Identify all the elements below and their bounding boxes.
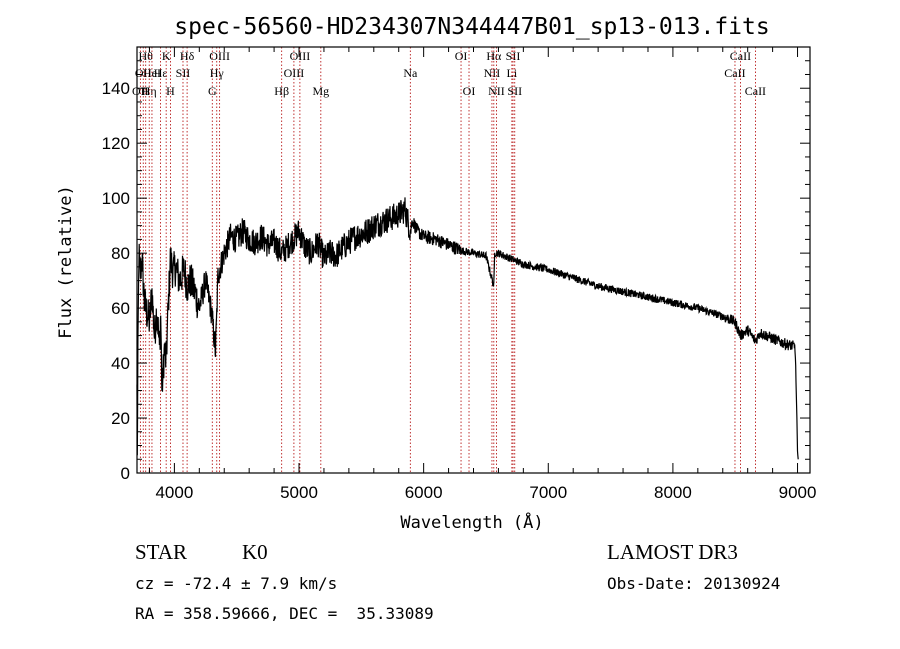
marker-label: Li xyxy=(507,66,518,80)
object-subclass: K0 xyxy=(242,540,268,564)
marker-label: OII xyxy=(135,66,152,80)
plot-frame xyxy=(136,46,811,474)
marker-label: Hγ xyxy=(210,66,225,80)
x-axis-label: Wavelength (Å) xyxy=(400,511,543,533)
x-tick-label: 9000 xyxy=(779,483,817,502)
marker-label: NII xyxy=(488,84,505,98)
marker-label: Mg xyxy=(312,84,329,98)
marker-label: OI xyxy=(463,84,476,98)
x-tick-label: 8000 xyxy=(654,483,692,502)
marker-label: CaII xyxy=(724,66,745,80)
redshift-readout: cz = -72.4 ± 7.9 km/s xyxy=(135,574,338,593)
marker-label: NII xyxy=(484,66,501,80)
x-tick-label: 6000 xyxy=(405,483,443,502)
marker-label: SII xyxy=(507,84,522,98)
y-tick-label: 80 xyxy=(111,244,130,263)
marker-label: Hε xyxy=(154,66,168,80)
marker-label: OIII xyxy=(290,49,311,63)
y-tick-label: 60 xyxy=(111,299,130,318)
marker-label: Hβ xyxy=(274,84,289,98)
y-tick-label: 140 xyxy=(102,79,130,98)
y-tick-label: 120 xyxy=(102,134,130,153)
obs-date: Obs-Date: 20130924 xyxy=(607,574,781,593)
marker-label: Hα xyxy=(486,49,502,63)
marker-label: OI xyxy=(455,49,468,63)
spectrum-line xyxy=(136,197,799,460)
x-tick-label: 4000 xyxy=(155,483,193,502)
coordinates: RA = 358.59666, DEC = 35.33089 xyxy=(135,604,434,623)
marker-label: SII xyxy=(506,49,521,63)
object-class: STAR xyxy=(135,540,187,564)
marker-label: Hη xyxy=(142,84,157,98)
marker-label: OIII xyxy=(209,49,230,63)
marker-label: Na xyxy=(403,66,418,80)
x-tick-label: 5000 xyxy=(280,483,318,502)
y-tick-label: 0 xyxy=(121,464,130,483)
marker-label: G xyxy=(208,84,217,98)
x-tick-label: 7000 xyxy=(529,483,567,502)
y-axis-label: Flux (relative) xyxy=(56,185,76,339)
marker-label: OIII xyxy=(284,66,305,80)
marker-label: SII xyxy=(176,66,191,80)
y-tick-label: 40 xyxy=(111,354,130,373)
marker-label: CaII xyxy=(745,84,766,98)
survey-name: LAMOST DR3 xyxy=(607,540,738,564)
axis-ticks: 4000 5000 6000 7000 8000 9000 0 20 40 60 80 100 120 1… xyxy=(102,47,817,502)
chart-title: spec-56560-HD234307N344447B01_sp13-013.f… xyxy=(174,14,769,40)
marker-label: K xyxy=(162,49,171,63)
marker-label: HeI xyxy=(143,66,161,80)
y-tick-label: 20 xyxy=(111,409,130,428)
marker-label: H xyxy=(166,84,175,98)
marker-label: Hθ xyxy=(139,49,154,63)
marker-label: Hδ xyxy=(180,49,195,63)
marker-label: OII xyxy=(132,84,149,98)
line-markers: OIIOIIHθHηHeIHεKHSIIHδGHγOIIIHβOIIIOIIIM… xyxy=(132,47,766,473)
marker-label: CaII xyxy=(730,49,751,63)
y-tick-label: 100 xyxy=(102,189,130,208)
